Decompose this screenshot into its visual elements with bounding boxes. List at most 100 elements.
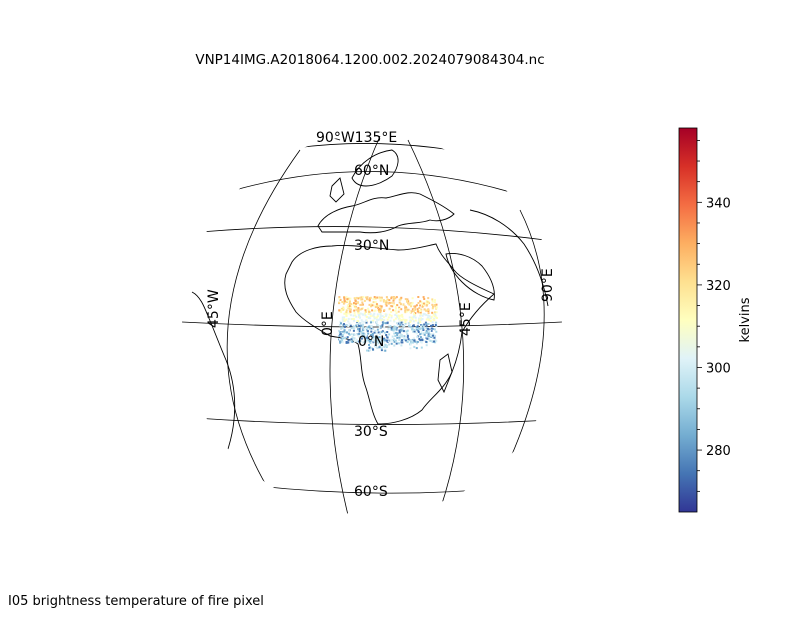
fire-pixel: [379, 313, 382, 316]
fire-pixel: [428, 315, 431, 318]
fire-pixel: [429, 320, 432, 323]
fire-pixel: [360, 337, 363, 340]
fire-pixel: [379, 317, 382, 320]
fire-pixel: [412, 337, 415, 340]
fire-pixel: [350, 333, 353, 336]
fire-pixel: [358, 314, 361, 317]
fire-pixel: [349, 297, 352, 300]
fire-pixel: [364, 336, 367, 339]
fire-pixel: [347, 339, 350, 342]
colorbar-ticks: 280 300 320 340: [697, 139, 731, 492]
fire-pixel: [393, 319, 395, 322]
fire-pixel: [432, 313, 435, 316]
fire-pixel: [348, 312, 351, 315]
fire-pixel: [372, 336, 375, 338]
fire-pixel: [351, 318, 354, 321]
fire-pixel: [396, 325, 399, 328]
lat-line-75n: [294, 143, 453, 151]
fire-pixel: [427, 323, 430, 325]
fire-pixel: [430, 324, 432, 327]
fire-pixel: [420, 341, 423, 344]
fire-pixel: [388, 343, 390, 346]
fire-pixel: [383, 309, 386, 312]
fire-pixel: [339, 338, 341, 341]
fire-pixel: [386, 331, 389, 333]
fire-pixel: [338, 334, 341, 337]
fire-pixel: [353, 333, 356, 336]
fire-pixel: [429, 339, 432, 342]
fire-pixel: [398, 335, 401, 338]
fire-pixel: [393, 332, 396, 335]
fire-pixel: [368, 338, 370, 341]
fire-pixel: [406, 300, 408, 303]
fire-pixel: [350, 303, 353, 306]
fire-pixel: [411, 328, 413, 331]
fire-pixel: [340, 307, 343, 310]
fire-pixel: [404, 311, 407, 314]
fire-pixel: [373, 340, 376, 343]
lon-label-45w: 45°W: [206, 289, 222, 328]
fire-pixel: [341, 326, 344, 329]
fire-pixel: [378, 336, 381, 339]
fire-pixel: [410, 316, 413, 319]
fire-pixel: [345, 318, 348, 321]
fire-pixel: [381, 318, 384, 321]
fire-pixel: [343, 329, 346, 332]
fire-pixel: [366, 330, 369, 333]
fire-pixel: [345, 324, 348, 327]
fire-pixel: [412, 320, 415, 323]
fire-pixel: [380, 325, 383, 328]
fire-pixel: [359, 303, 362, 306]
fire-pixel: [370, 334, 373, 336]
fire-pixel: [377, 306, 379, 309]
coast-britain: [329, 177, 345, 203]
fire-pixel: [411, 297, 414, 300]
fire-pixel: [340, 338, 343, 341]
fire-pixel: [393, 340, 396, 343]
fire-pixel: [376, 347, 379, 350]
fire-pixel: [344, 312, 347, 315]
fire-pixel: [339, 320, 342, 323]
fire-pixel: [358, 328, 361, 330]
fire-pixel: [433, 315, 436, 317]
lon-line-45w: [226, 149, 301, 496]
fire-pixel: [432, 327, 435, 330]
fire-pixel: [390, 296, 393, 299]
fire-pixel: [410, 305, 413, 308]
fire-pixel: [428, 302, 431, 304]
fire-pixel: [397, 322, 400, 325]
fire-pixel: [379, 298, 382, 301]
fire-pixel: [433, 301, 436, 304]
fire-pixel: [339, 331, 342, 334]
fire-pixel: [430, 336, 433, 338]
fire-pixel: [352, 327, 355, 330]
fire-pixel: [343, 296, 346, 299]
fire-pixel: [407, 302, 410, 305]
fire-pixel: [345, 296, 348, 299]
fire-pixel: [361, 332, 364, 335]
fire-pixel: [430, 315, 433, 318]
lat-label-60n: 60°N: [354, 163, 389, 179]
fire-pixel: [408, 303, 411, 306]
fire-pixel: [407, 322, 410, 325]
fire-pixel: [378, 326, 381, 329]
fire-pixel: [357, 308, 360, 311]
coast-arabia: [445, 253, 495, 301]
fire-pixel: [392, 309, 395, 312]
fire-pixel: [404, 305, 407, 308]
fire-pixel: [369, 315, 372, 318]
fire-pixel: [435, 330, 438, 333]
fire-pixel: [379, 338, 382, 341]
fire-pixel: [398, 329, 401, 332]
fire-pixel: [431, 324, 434, 327]
fire-pixel: [392, 303, 395, 306]
fire-pixel: [360, 327, 363, 330]
fire-pixel: [339, 324, 342, 327]
fire-pixel-layer: [338, 296, 438, 352]
fire-pixel: [390, 297, 393, 300]
fire-pixel: [388, 307, 391, 310]
fire-pixel: [365, 296, 367, 299]
fire-pixel: [423, 326, 426, 329]
colorbar-gradient: [678, 127, 698, 513]
fire-pixel: [398, 320, 401, 323]
